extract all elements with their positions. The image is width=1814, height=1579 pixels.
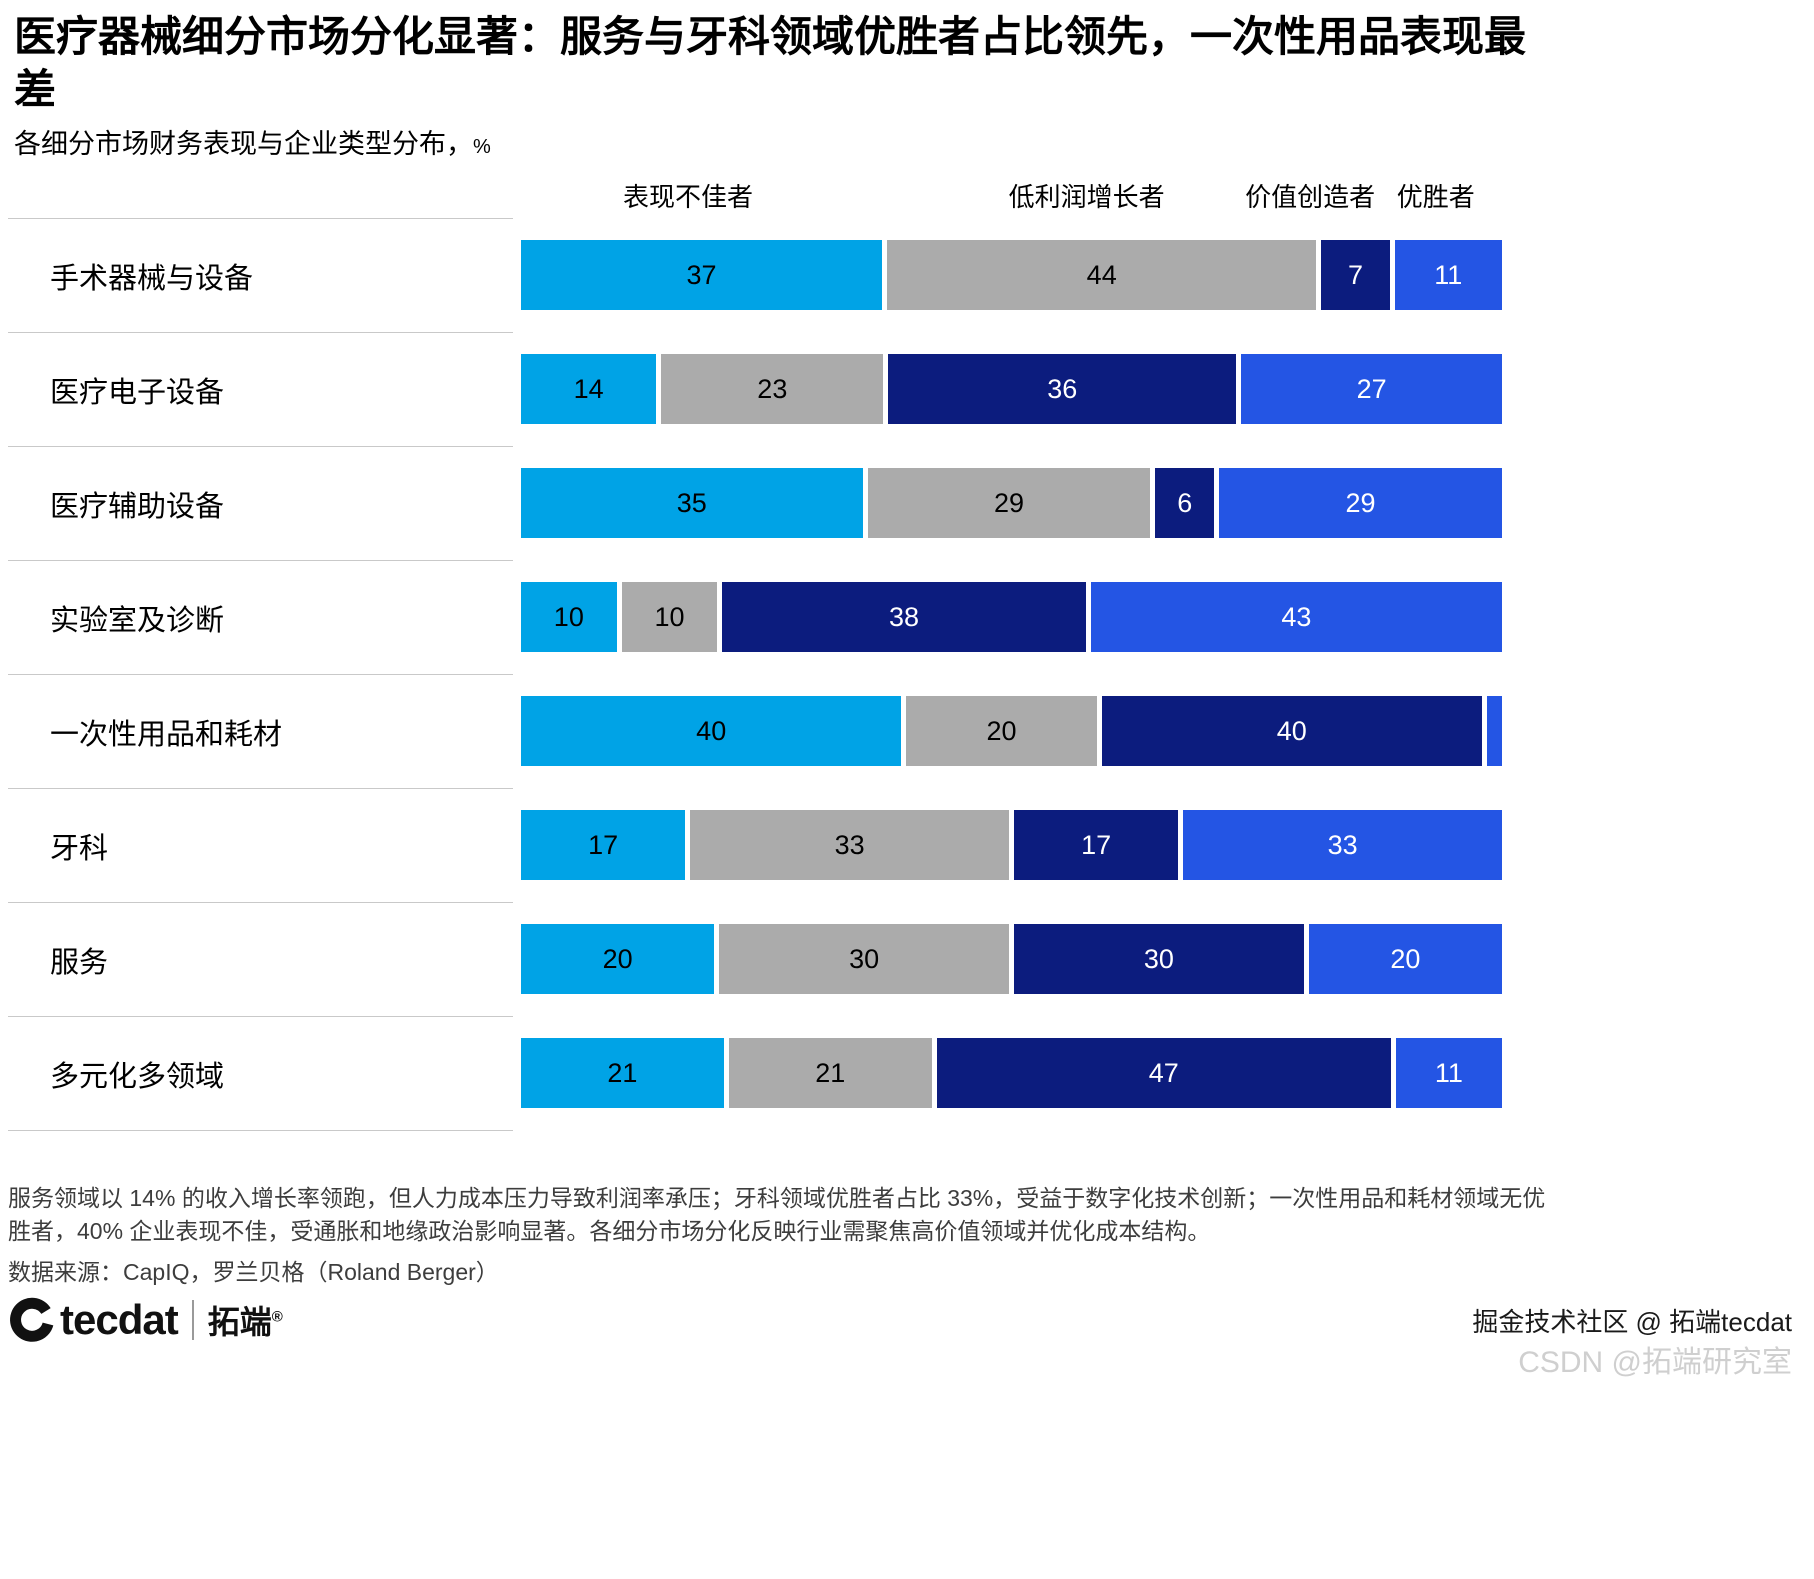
row-category-label: 医疗电子设备: [8, 332, 513, 446]
stacked-bar: 35 29 6 29: [513, 446, 1502, 560]
logo-divider: [191, 1300, 194, 1340]
bar-segment: 10: [621, 582, 718, 652]
bar-segment: 7: [1321, 240, 1390, 310]
bar-segment: 43: [1090, 582, 1502, 652]
row-category-label: 医疗辅助设备: [8, 446, 513, 560]
bar-segment: [1487, 696, 1503, 766]
bar-segment: 14: [521, 354, 657, 424]
row-category-label: 服务: [8, 902, 513, 1016]
footnote: 服务领域以 14% 的收入增长率领跑，但人力成本压力导致利润率承压；牙科领域优胜…: [8, 1185, 1546, 1244]
stacked-bar: 20 30 30 20: [513, 902, 1502, 1016]
bar-segment: 21: [521, 1038, 724, 1108]
bar-segment: 20: [906, 696, 1097, 766]
bar-segment: 33: [690, 810, 1009, 880]
bar-segment: 38: [722, 582, 1086, 652]
series-label-value-creators: 价值创造者: [1245, 182, 1376, 212]
bar-segment: 36: [888, 354, 1237, 424]
bar-segment: 27: [1241, 354, 1502, 424]
row-category-label: 牙科: [8, 788, 513, 902]
chart-subtitle: 各细分市场财务表现与企业类型分布，%: [14, 122, 491, 161]
community-attribution: 掘金技术社区 @ 拓端tecdat: [1472, 1307, 1792, 1337]
bar-segment: 30: [1014, 924, 1304, 994]
bar-segment: 30: [719, 924, 1009, 994]
subtitle-text: 各细分市场财务表现与企业类型分布，: [14, 129, 473, 159]
series-label-winners: 优胜者: [1396, 182, 1475, 212]
logo-brand-cn: 拓端®: [207, 1304, 283, 1340]
bar-segment: 20: [1308, 924, 1502, 994]
stacked-bar: 17 33 17 33: [513, 788, 1502, 902]
page-title: 医疗器械细分市场分化显著：服务与牙科领域优胜者占比领先，一次性用品表现最差: [14, 13, 1527, 114]
stacked-bar: 40 20 40: [513, 674, 1503, 788]
stacked-bar: 14 23 36 27: [513, 332, 1502, 446]
bar-segment: 11: [1395, 1038, 1502, 1108]
row-category-label: 手术器械与设备: [8, 218, 513, 332]
bar-segment: 21: [728, 1038, 932, 1108]
chart-row: 手术器械与设备 37 44 7 11: [8, 218, 1502, 332]
bar-segment: 17: [521, 810, 686, 880]
bar-segment: 33: [1183, 810, 1502, 880]
stacked-bar-chart: 表现不佳者 低利润增长者 价值创造者 优胜者 手术器械与设备 37 44 7 11 医疗电…: [8, 182, 1503, 1131]
bar-segment: 23: [661, 354, 884, 424]
chart-row: 实验室及诊断 10 10 38 43: [8, 560, 1502, 674]
stacked-bar: 37 44 7 11: [513, 218, 1502, 332]
tecdat-logo-icon: [10, 1297, 54, 1342]
bar-segment: 35: [521, 468, 863, 538]
bar-segment: 44: [887, 240, 1317, 310]
bar-segment: 29: [1219, 468, 1502, 538]
subtitle-unit: %: [473, 136, 491, 158]
data-source: 数据来源：CapIQ，罗兰贝格（Roland Berger）: [8, 1259, 499, 1285]
series-label-low-profit-growers: 低利润增长者: [1008, 182, 1165, 212]
registered-mark: ®: [271, 1308, 283, 1326]
series-header-row: 表现不佳者 低利润增长者 价值创造者 优胜者: [513, 182, 1502, 218]
stacked-bar: 21 21 47 11: [513, 1016, 1502, 1130]
csdn-watermark: CSDN @拓端研究室: [1518, 1346, 1792, 1379]
bar-segment: 11: [1394, 240, 1502, 310]
bar-segment: 37: [521, 240, 883, 310]
chart-row: 一次性用品和耗材 40 20 40: [8, 674, 1503, 788]
bar-segment: 17: [1014, 810, 1179, 880]
bar-segment: 20: [521, 924, 715, 994]
tecdat-logo: tecdat 拓端®: [8, 1296, 283, 1344]
chart-rows: 手术器械与设备 37 44 7 11 医疗电子设备 14 23 36 27 医疗辅助设备 35 29 6 2…: [8, 218, 1503, 1130]
bar-segment: 6: [1155, 468, 1215, 538]
bar-segment: 29: [867, 468, 1151, 538]
logo-brand-text: tecdat: [60, 1296, 179, 1343]
bar-segment: 40: [521, 696, 902, 766]
chart-row: 多元化多领域 21 21 47 11: [8, 1016, 1502, 1130]
chart-row: 牙科 17 33 17 33: [8, 788, 1502, 902]
bar-segment: 47: [936, 1038, 1391, 1108]
series-label-underperformers: 表现不佳者: [623, 182, 754, 212]
corner-attribution: 掘金技术社区 @ 拓端tecdat CSDN @拓端研究室: [1472, 1302, 1792, 1381]
stacked-bar: 10 10 38 43: [513, 560, 1502, 674]
chart-row: 服务 20 30 30 20: [8, 902, 1502, 1016]
chart-row: 医疗辅助设备 35 29 6 29: [8, 446, 1502, 560]
chart-row: 医疗电子设备 14 23 36 27: [8, 332, 1502, 446]
row-category-label: 一次性用品和耗材: [8, 674, 513, 788]
row-category-label: 多元化多领域: [8, 1016, 513, 1130]
bar-segment: 10: [521, 582, 617, 652]
row-category-label: 实验室及诊断: [8, 560, 513, 674]
bar-segment: 40: [1101, 696, 1483, 766]
table-bottom-divider: [8, 1130, 513, 1131]
